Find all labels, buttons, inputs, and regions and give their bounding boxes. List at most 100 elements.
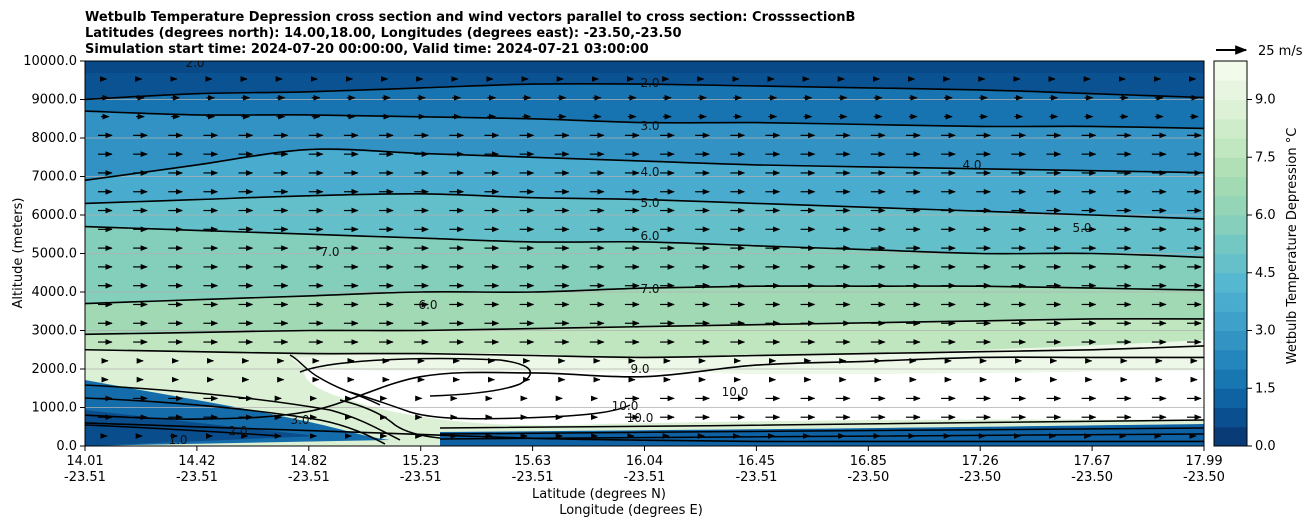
y-axis-label: Altitude (meters): [11, 198, 26, 309]
colorbar-band: [1214, 272, 1247, 293]
x-tick-label-lat: 16.04: [626, 454, 663, 469]
colorbar-band: [1214, 176, 1247, 197]
contour-label: 4.0: [962, 158, 981, 172]
contour-label-text: 2.0: [185, 56, 204, 70]
plot-area: 2.03.04.05.06.07.09.010.010.010.07.06.04…: [85, 56, 1204, 447]
colorbar-band: [1214, 426, 1247, 447]
colorbar-band: [1214, 330, 1247, 351]
x-tick-label-lon: -23.50: [847, 470, 889, 485]
contour-label-text: 10.0: [627, 411, 654, 425]
colorbar-band: [1214, 407, 1247, 428]
contour-extra: [85, 397, 386, 445]
contour-label-text: 10.0: [722, 385, 749, 399]
y-tick-label: 1000.0: [32, 401, 78, 416]
x-tick-label-lon: -23.51: [64, 470, 106, 485]
x-tick-label-lat: 15.63: [514, 454, 551, 469]
contour-extra: [289, 354, 381, 406]
colorbar-tick-label: 0.0: [1255, 439, 1276, 454]
contour-label: 6.0: [418, 298, 437, 312]
contour-extra: [339, 399, 441, 439]
colorbar-tick-label: 9.0: [1255, 93, 1276, 108]
x-tick-label-lon: -23.51: [176, 470, 218, 485]
band-9-10: [290, 340, 1204, 375]
x-tick-label-lon: -23.51: [400, 470, 442, 485]
contour-label-text: 4.0: [962, 158, 981, 172]
contour-label: 4.0: [640, 165, 659, 179]
y-tick-label: 6000.0: [32, 208, 78, 223]
colorbar-band: [1214, 99, 1247, 120]
y-tick-label: 8000.0: [32, 131, 78, 146]
contour-label: 7.0: [640, 282, 659, 296]
x-tick-label-lon: -23.51: [512, 470, 554, 485]
contour-7.0: [85, 285, 1204, 305]
contour-extra: [349, 391, 631, 420]
contour-label: 10.0: [722, 385, 749, 399]
contour-label-text: 7.0: [320, 245, 339, 259]
y-axis: 0.0 1000.0 2000.0 3000.0 4000.0 5000.0 6000.0 7…: [23, 54, 85, 454]
contour-label-text: 2.0: [640, 76, 659, 90]
contour-label-text: 1.0: [168, 433, 187, 447]
contour-label: 5.0: [640, 196, 659, 210]
contour-label-text: 6.0: [640, 229, 659, 243]
x-axis: 14.01-23.5114.42-23.5114.82-23.5115.23-2…: [64, 446, 1225, 485]
quiver-key-label: 25 m/s: [1258, 44, 1303, 59]
y-tick-label: 2000.0: [32, 362, 78, 377]
y-tick-label: 4000.0: [32, 285, 78, 300]
colorbar-tick-label: 7.5: [1255, 150, 1276, 165]
contour-label: 2.0: [228, 424, 247, 438]
contour-label-text: 9.0: [630, 362, 649, 376]
title-line-1: Wetbulb Temperature Depression cross sec…: [85, 10, 855, 25]
contour-extra: [439, 427, 1204, 435]
colorbar: [1214, 61, 1247, 447]
y-tick-label: 0.0: [56, 439, 77, 454]
contour-label: 5.0: [1072, 221, 1091, 235]
x-tick-label-lat: 17.26: [962, 454, 999, 469]
colorbar-band: [1214, 80, 1247, 100]
x-tick-label-lat: 17.99: [1185, 454, 1222, 469]
contour-extra: [299, 357, 532, 397]
y-tick-label: 3000.0: [32, 324, 78, 339]
contour-3.0: [85, 110, 1204, 130]
y-tick-label: 9000.0: [32, 93, 78, 108]
contour-label: 2.0: [185, 56, 204, 70]
colorbar-band: [1214, 311, 1247, 331]
contour-label: 9.0: [630, 362, 649, 376]
contour-5.0: [85, 192, 1204, 220]
contour-extra: [85, 384, 401, 441]
x-axis-label-lat: Latitude (degrees N): [532, 487, 666, 502]
wind-vectors: [98, 76, 1202, 439]
contour-label-text: 4.0: [640, 165, 659, 179]
colorbar-tick-label: 3.0: [1255, 324, 1276, 339]
contour-8.0: [85, 317, 1204, 336]
x-tick-label-lon: -23.51: [735, 470, 777, 485]
colorbar-band: [1214, 118, 1247, 139]
colorbar-band: [1214, 138, 1247, 158]
contour-label-text: 10.0: [612, 399, 639, 413]
contour-1.0: [85, 422, 1204, 443]
colorbar-tick-label: 4.5: [1255, 266, 1276, 281]
colorbar-band: [1214, 388, 1247, 408]
contour-label-text: 2.0: [228, 424, 247, 438]
colorbar-frame: [1213, 60, 1248, 447]
contour-4.0: [85, 148, 1204, 182]
contour-6.0: [85, 225, 1204, 259]
colorbar-band: [1214, 61, 1247, 81]
colorbar-band: [1214, 292, 1247, 312]
x-tick-label-lon: -23.51: [624, 470, 666, 485]
contour-label-text: 3.0: [290, 413, 309, 427]
y-tick-label: 5000.0: [32, 247, 78, 262]
x-tick-label-lat: 15.23: [402, 454, 439, 469]
x-tick-label-lon: -23.51: [288, 470, 330, 485]
colorbar-label: Wetbulb Temperature Depression °C: [1285, 128, 1300, 365]
x-tick-label-lon: -23.50: [959, 470, 1001, 485]
contour-label: 3.0: [290, 413, 309, 427]
x-tick-label-lon: -23.50: [1183, 470, 1225, 485]
y-tick-label: 7000.0: [32, 170, 78, 185]
band-top: [85, 61, 1204, 73]
contour-extra: [439, 419, 1204, 429]
colorbar-band: [1214, 234, 1247, 254]
contour-label: 6.0: [640, 229, 659, 243]
x-tick-label-lat: 16.85: [850, 454, 887, 469]
title-line-2: Latitudes (degrees north): 14.00,18.00, …: [85, 26, 682, 41]
x-tick-label-lon: -23.50: [1071, 470, 1113, 485]
